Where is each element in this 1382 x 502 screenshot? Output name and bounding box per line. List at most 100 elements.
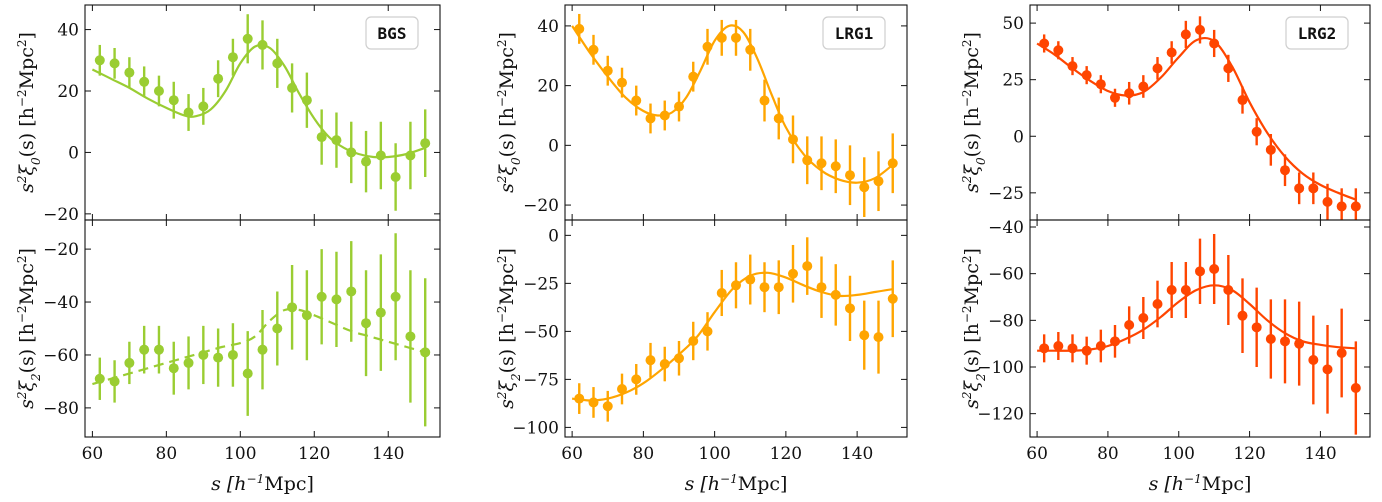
y-tick-label: 0 <box>548 136 559 156</box>
x-tick-label: 120 <box>1233 444 1265 464</box>
data-point <box>617 77 627 88</box>
x-tick-label: 60 <box>82 444 104 464</box>
data-point <box>859 330 870 341</box>
x-tick-label: 60 <box>1026 444 1048 464</box>
data-point <box>1095 341 1106 351</box>
data-point <box>1067 61 1078 72</box>
data-point <box>1237 310 1248 321</box>
data-point <box>1081 70 1092 81</box>
y-tick-label: 0 <box>548 226 559 246</box>
data-point <box>674 101 684 112</box>
x-tick-label: 100 <box>1163 444 1195 464</box>
data-point <box>574 23 585 34</box>
data-point <box>168 363 179 374</box>
data-point <box>301 95 312 106</box>
legend-box <box>365 16 419 50</box>
data-point <box>227 52 238 63</box>
x-tick-label: 120 <box>770 444 802 464</box>
x-tick-label: 140 <box>841 444 873 464</box>
y-tick-label: −25 <box>523 274 559 294</box>
data-point <box>213 73 224 84</box>
data-point <box>802 261 813 272</box>
data-point <box>645 113 656 124</box>
data-point <box>242 33 253 44</box>
data-point <box>361 156 372 167</box>
data-point <box>1039 38 1050 49</box>
data-point <box>702 326 713 337</box>
data-point <box>1110 336 1120 347</box>
data-point <box>272 58 283 69</box>
data-point <box>1166 285 1177 295</box>
data-point <box>688 335 699 346</box>
data-point <box>94 55 105 66</box>
data-point <box>1336 201 1347 212</box>
data-point <box>198 101 209 112</box>
data-point <box>1265 144 1276 155</box>
data-point <box>109 376 120 387</box>
data-point <box>1223 285 1234 295</box>
data-point <box>845 170 855 181</box>
y-tick-label: 20 <box>537 77 559 97</box>
data-point <box>198 349 209 360</box>
panel-lrg2-quadrupole: −120 −100 −80 −60 −40 60 80 100 120 140 <box>977 218 1371 464</box>
data-point <box>802 155 813 166</box>
data-point <box>183 357 194 368</box>
plot-area <box>92 233 431 427</box>
x-tick-label: 80 <box>1097 444 1119 464</box>
y-tick-label: 50 <box>1002 14 1024 34</box>
data-point <box>716 287 727 298</box>
data-point <box>1237 95 1248 106</box>
data-point <box>873 332 884 343</box>
data-point <box>1209 38 1220 49</box>
data-point <box>1053 341 1064 351</box>
data-point <box>1294 338 1305 349</box>
data-point <box>759 282 770 293</box>
data-point <box>1308 183 1319 194</box>
data-point <box>420 347 431 358</box>
data-point <box>1195 266 1205 277</box>
data-point <box>1251 126 1262 137</box>
x-axis-label: s [h−1Mpc] <box>1149 472 1252 495</box>
data-point <box>1180 29 1191 40</box>
legend-label: BGS <box>378 24 407 43</box>
y-tick-label: −50 <box>523 322 559 342</box>
data-point <box>1138 81 1149 92</box>
data-point <box>153 86 164 96</box>
y-tick-label: −100 <box>977 358 1024 378</box>
data-point <box>1308 355 1319 365</box>
data-point <box>94 373 105 384</box>
data-point <box>659 110 670 121</box>
x-tick-label: 80 <box>633 444 655 464</box>
data-point <box>287 302 298 313</box>
plot-area <box>571 13 898 218</box>
y-tick-label: −60 <box>988 265 1024 285</box>
panel-bgs-quadrupole: −80 −60 −40 −20 60 80 100 120 140 <box>43 219 441 464</box>
data-point <box>1294 183 1305 194</box>
y-tick-label: −40 <box>43 293 79 313</box>
data-point <box>773 282 784 293</box>
y-tick-label: −80 <box>988 311 1024 331</box>
data-point <box>1053 45 1064 56</box>
data-point <box>830 161 841 172</box>
data-point <box>1322 196 1333 207</box>
data-point <box>859 182 870 193</box>
y-tick-label: 40 <box>57 21 79 41</box>
data-point <box>887 293 898 304</box>
data-point <box>1152 299 1163 309</box>
data-point <box>788 268 798 279</box>
model-line <box>91 43 426 159</box>
x-tick-label: 60 <box>561 444 583 464</box>
data-point <box>405 150 416 161</box>
data-point <box>631 374 642 385</box>
model-line <box>571 271 893 402</box>
y-tick-label: −100 <box>512 418 559 438</box>
data-point <box>272 323 283 334</box>
data-point <box>213 352 224 363</box>
data-point <box>1124 88 1135 99</box>
data-point <box>602 65 613 76</box>
data-point <box>788 134 798 145</box>
data-point <box>1095 79 1106 90</box>
y-tick-label: 20 <box>57 82 79 102</box>
data-point <box>1350 201 1361 212</box>
data-point <box>816 282 827 293</box>
